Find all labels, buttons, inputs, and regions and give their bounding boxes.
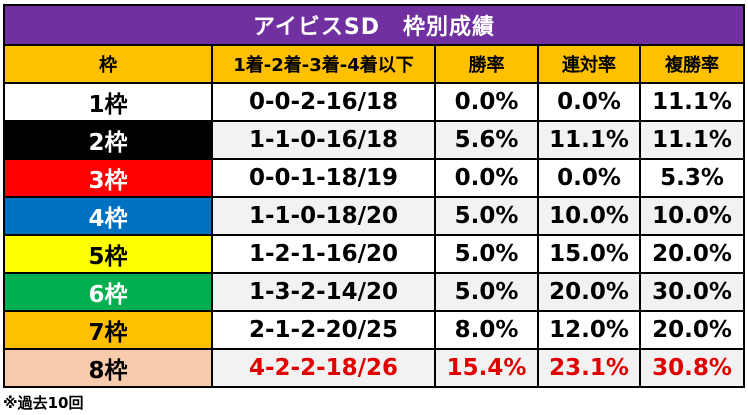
frame-cell: 5枠 (3, 234, 213, 274)
quinella-rate-cell: 15.0% (537, 234, 641, 274)
header-place-rate: 複勝率 (638, 44, 746, 84)
win-rate-cell: 5.0% (434, 272, 539, 312)
frame-cell: 2枠 (3, 120, 213, 160)
frame-cell: 7枠 (3, 310, 213, 350)
table-row: 8枠 4-2-2-18/26 15.4% 23.1% 30.8% (3, 348, 746, 388)
frame-cell: 4枠 (3, 196, 213, 236)
frame-cell: 6枠 (3, 272, 213, 312)
record-cell: 0-0-1-18/19 (211, 158, 436, 198)
win-rate-cell: 5.0% (434, 234, 539, 274)
record-cell: 0-0-2-16/18 (211, 82, 436, 122)
quinella-rate-cell: 10.0% (537, 196, 641, 236)
quinella-rate-cell: 11.1% (537, 120, 641, 160)
table-row: 2枠 1-1-0-16/18 5.6% 11.1% 11.1% (3, 120, 746, 160)
frame-cell: 3枠 (3, 158, 213, 198)
place-rate-cell: 30.0% (638, 272, 746, 312)
place-rate-cell: 20.0% (638, 234, 746, 274)
table-row: 7枠 2-1-2-20/25 8.0% 12.0% 20.0% (3, 310, 746, 350)
table-row: 4枠 1-1-0-18/20 5.0% 10.0% 10.0% (3, 196, 746, 236)
place-rate-cell: 20.0% (638, 310, 746, 350)
win-rate-cell: 15.4% (434, 348, 539, 388)
header-record: 1着-2着-3着-4着以下 (211, 44, 436, 84)
record-cell: 1-1-0-16/18 (211, 120, 436, 160)
header-win-rate: 勝率 (434, 44, 539, 84)
table-row: 6枠 1-3-2-14/20 5.0% 20.0% 30.0% (3, 272, 746, 312)
table-row: 5枠 1-2-1-16/20 5.0% 15.0% 20.0% (3, 234, 746, 274)
record-cell: 2-1-2-20/25 (211, 310, 436, 350)
win-rate-cell: 5.6% (434, 120, 539, 160)
frame-results-table: アイビスSD 枠別成績 枠 1着-2着-3着-4着以下 勝率 連対率 複勝率 1… (2, 4, 746, 388)
place-rate-cell: 30.8% (638, 348, 746, 388)
frame-cell: 8枠 (3, 348, 213, 388)
header-row: 枠 1着-2着-3着-4着以下 勝率 連対率 複勝率 (3, 44, 746, 84)
header-frame: 枠 (3, 44, 213, 84)
win-rate-cell: 0.0% (434, 82, 539, 122)
results-table-container: アイビスSD 枠別成績 枠 1着-2着-3着-4着以下 勝率 連対率 複勝率 1… (2, 4, 746, 388)
footnote: ※過去10回 (3, 394, 84, 412)
record-cell: 1-1-0-18/20 (211, 196, 436, 236)
win-rate-cell: 8.0% (434, 310, 539, 350)
place-rate-cell: 10.0% (638, 196, 746, 236)
quinella-rate-cell: 23.1% (537, 348, 641, 388)
table-row: 3枠 0-0-1-18/19 0.0% 0.0% 5.3% (3, 158, 746, 198)
place-rate-cell: 11.1% (638, 82, 746, 122)
record-cell: 4-2-2-18/26 (211, 348, 436, 388)
header-quinella-rate: 連対率 (537, 44, 641, 84)
table-title: アイビスSD 枠別成績 (2, 4, 746, 46)
quinella-rate-cell: 12.0% (537, 310, 641, 350)
quinella-rate-cell: 20.0% (537, 272, 641, 312)
record-cell: 1-3-2-14/20 (211, 272, 436, 312)
quinella-rate-cell: 0.0% (537, 82, 641, 122)
record-cell: 1-2-1-16/20 (211, 234, 436, 274)
place-rate-cell: 11.1% (638, 120, 746, 160)
quinella-rate-cell: 0.0% (537, 158, 641, 198)
place-rate-cell: 5.3% (638, 158, 746, 198)
frame-cell: 1枠 (3, 82, 213, 122)
win-rate-cell: 5.0% (434, 196, 539, 236)
win-rate-cell: 0.0% (434, 158, 539, 198)
table-row: 1枠 0-0-2-16/18 0.0% 0.0% 11.1% (3, 82, 746, 122)
